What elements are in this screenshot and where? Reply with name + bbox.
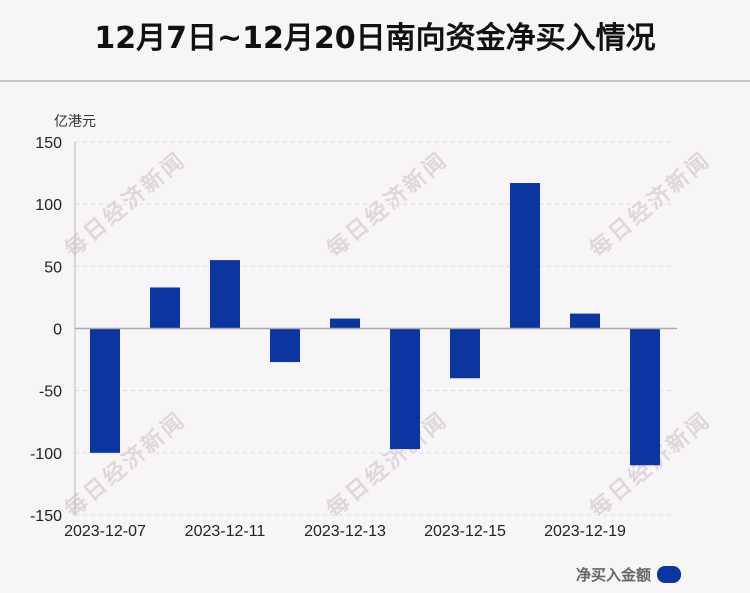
x-tick-label: 2023-12-07 [64, 523, 146, 540]
legend: 净买入金额 [576, 564, 682, 585]
watermark-text: 每日经济新闻 [322, 406, 454, 522]
y-tick-label: 150 [35, 135, 62, 152]
y-tick-label: 100 [35, 197, 62, 214]
y-tick-label: -50 [39, 384, 62, 401]
x-tick-label: 2023-12-13 [304, 523, 386, 540]
y-tick-label: -150 [30, 508, 62, 525]
bar-2023-12-12 [270, 328, 300, 363]
bar-chart: 每日经济新闻每日经济新闻每日经济新闻每日经济新闻每日经济新闻每日经济新闻亿港元1… [30, 114, 716, 540]
x-tick-label: 2023-12-15 [424, 523, 506, 540]
bar-2023-12-08 [150, 287, 180, 329]
title-divider [0, 80, 750, 82]
y-tick-label: -100 [30, 446, 62, 463]
x-tick-label: 2023-12-11 [185, 523, 266, 540]
legend-swatch [657, 566, 682, 583]
y-tick-label: 50 [44, 259, 62, 276]
legend-label: 净买入金额 [576, 566, 652, 584]
bar-2023-12-07 [90, 328, 120, 453]
bar-2023-12-20 [630, 328, 660, 466]
bar-2023-12-13 [330, 318, 360, 329]
y-axis-label: 亿港元 [54, 114, 96, 130]
bar-2023-12-19 [570, 313, 600, 329]
bar-2023-12-14 [390, 328, 420, 450]
bar-2023-12-11 [210, 260, 240, 329]
y-tick-label: 0 [53, 322, 62, 339]
chart-title: 12月7日~12月20日南向资金净买入情况 [94, 21, 656, 56]
x-tick-label: 2023-12-19 [544, 523, 626, 540]
bar-2023-12-15 [450, 328, 480, 379]
bar-2023-12-18 [510, 183, 540, 329]
watermark-text: 每日经济新闻 [60, 406, 192, 522]
